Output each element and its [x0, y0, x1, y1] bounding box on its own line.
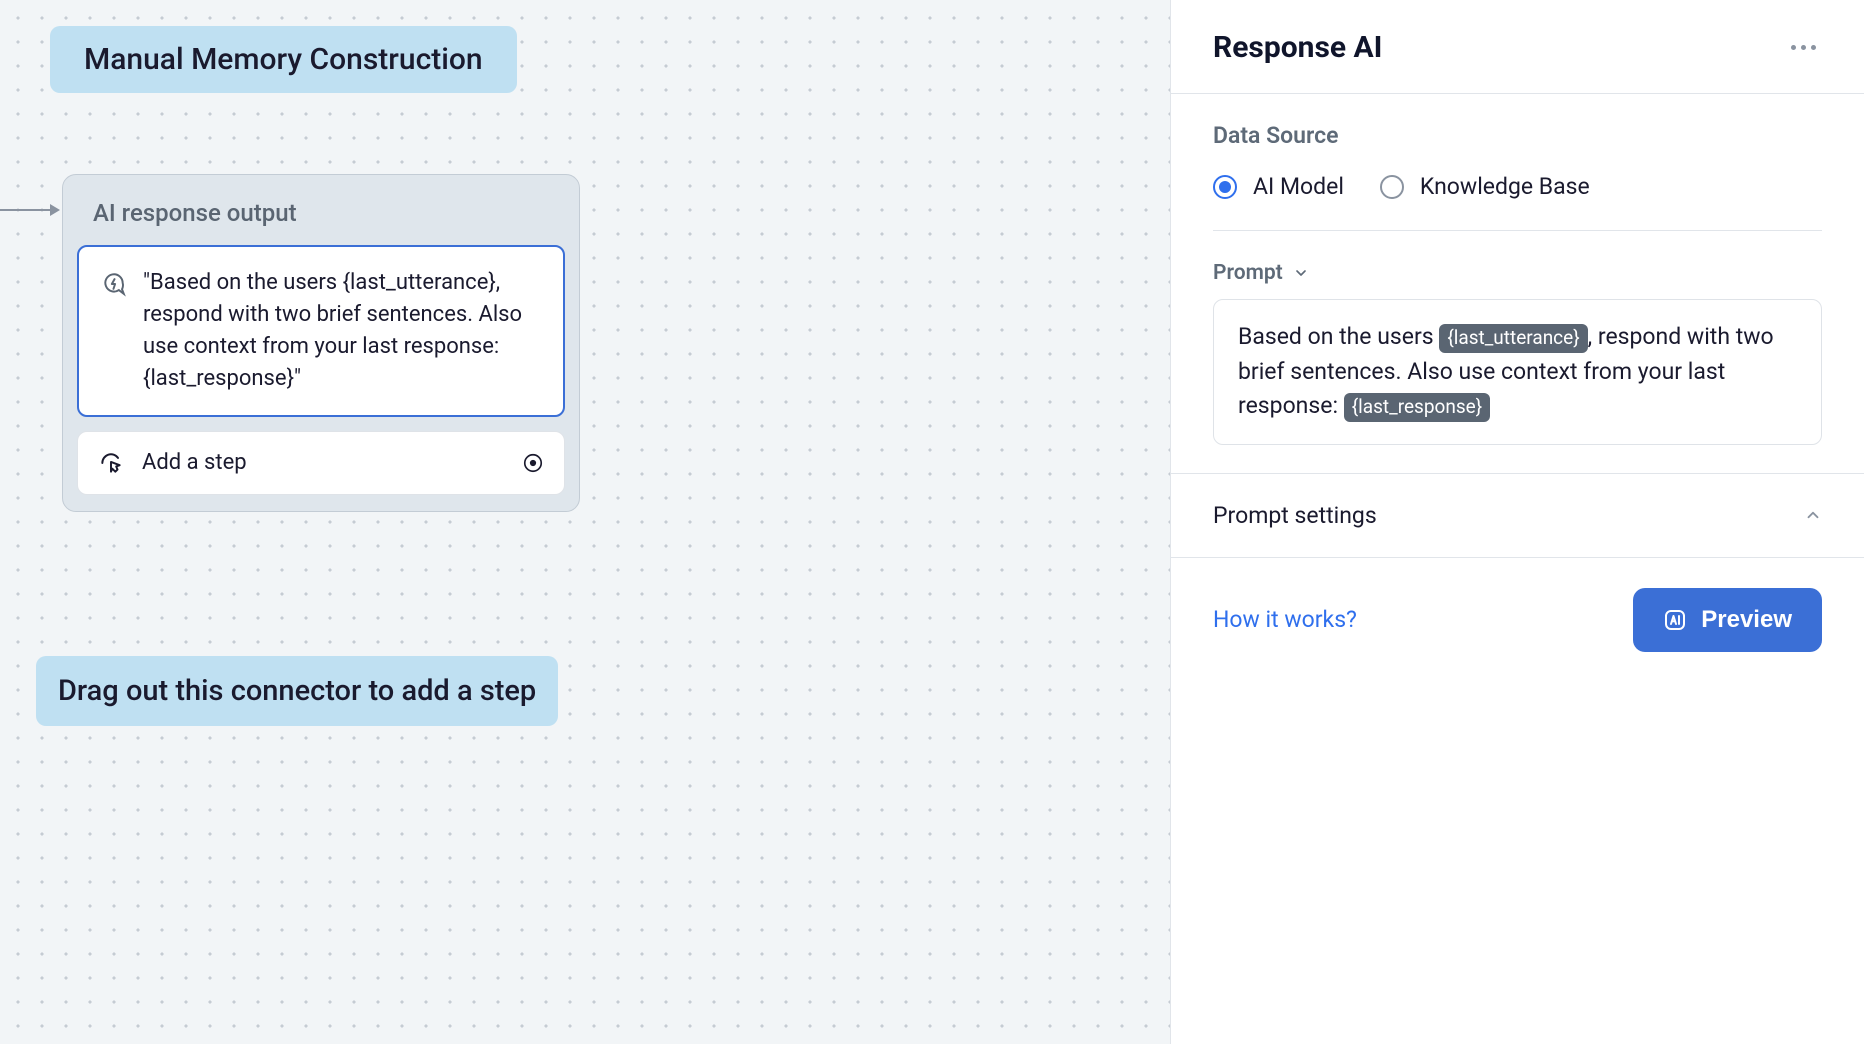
panel-title: Response AI	[1213, 30, 1382, 65]
node-title: AI response output	[77, 189, 565, 245]
chevron-up-icon	[1804, 506, 1822, 524]
canvas-tag-bottom: Drag out this connector to add a step	[36, 656, 558, 726]
node-prompt-text: "Based on the users {last_utterance}, re…	[143, 267, 541, 395]
add-step-button[interactable]: Add a step	[77, 431, 565, 495]
node-prompt-card[interactable]: "Based on the users {last_utterance}, re…	[77, 245, 565, 417]
prompt-textarea[interactable]: Based on the users {last_utterance}, res…	[1213, 299, 1822, 445]
cursor-rays-icon	[98, 450, 124, 476]
radio-indicator-unselected-icon	[1380, 175, 1404, 199]
variable-chip[interactable]: {last_response}	[1344, 393, 1490, 422]
prompt-section-toggle[interactable]: Prompt	[1213, 261, 1822, 285]
variable-chip[interactable]: {last_utterance}	[1439, 324, 1587, 353]
ai-response-node[interactable]: AI response output "Based on the users {…	[62, 174, 580, 512]
preview-button[interactable]: Preview	[1633, 588, 1822, 652]
ai-badge-icon	[1663, 608, 1687, 632]
radio-ai-model[interactable]: AI Model	[1213, 173, 1344, 200]
bolt-chat-icon	[101, 267, 127, 395]
radio-indicator-selected-icon	[1213, 175, 1237, 199]
more-menu-button[interactable]	[1785, 39, 1822, 56]
panel-header: Response AI	[1171, 0, 1864, 94]
side-panel: Response AI Data Source AI Model Knowled…	[1170, 0, 1864, 1044]
add-step-label: Add a step	[142, 450, 247, 475]
preview-button-label: Preview	[1701, 606, 1792, 634]
flow-canvas[interactable]: Manual Memory Construction AI response o…	[0, 0, 1170, 1044]
canvas-tag-top: Manual Memory Construction	[50, 26, 517, 93]
connector-handle-icon[interactable]	[522, 452, 544, 474]
radio-ai-model-label: AI Model	[1253, 173, 1344, 200]
prompt-settings-toggle[interactable]: Prompt settings	[1171, 473, 1864, 558]
radio-knowledge-base[interactable]: Knowledge Base	[1380, 173, 1590, 200]
radio-knowledge-base-label: Knowledge Base	[1420, 173, 1590, 200]
prompt-settings-label: Prompt settings	[1213, 502, 1377, 529]
how-it-works-link[interactable]: How it works?	[1213, 606, 1357, 633]
connector-arrow	[0, 209, 58, 211]
prompt-label: Prompt	[1213, 261, 1283, 285]
data-source-radio-group: AI Model Knowledge Base	[1213, 173, 1822, 200]
panel-footer: How it works? Preview	[1171, 558, 1864, 682]
data-source-label: Data Source	[1213, 122, 1822, 149]
chevron-down-icon	[1293, 265, 1309, 281]
